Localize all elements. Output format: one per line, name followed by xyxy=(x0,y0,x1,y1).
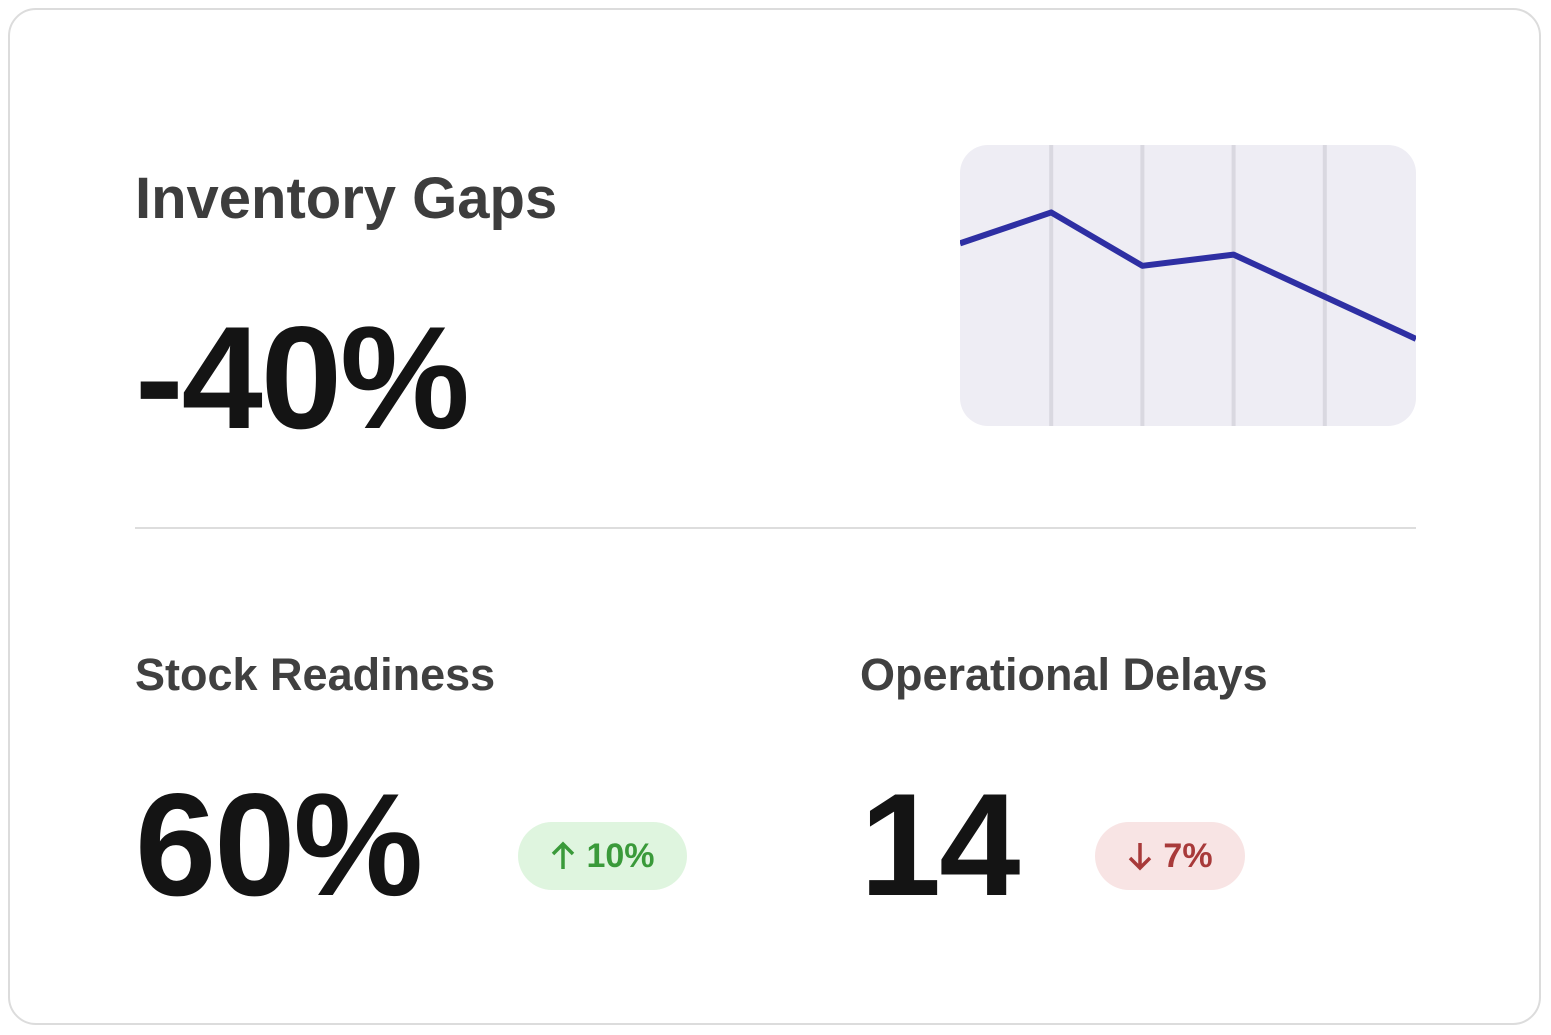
divider xyxy=(135,527,1416,529)
metric-value: 60% xyxy=(135,763,423,926)
sparkline-line xyxy=(960,209,1416,342)
metric-label: Operational Delays xyxy=(860,649,1268,700)
sparkline-bg xyxy=(960,145,1416,426)
sparkline xyxy=(960,145,1416,426)
main-value: -40% xyxy=(135,296,470,459)
change-badge: 10% xyxy=(518,822,687,890)
change-value: 7% xyxy=(1163,836,1213,875)
metric-label: Stock Readiness xyxy=(135,649,496,700)
change-value: 10% xyxy=(586,836,655,875)
arrow-up-icon xyxy=(552,841,575,869)
card-title: Inventory Gaps xyxy=(135,166,558,231)
change-badge: 7% xyxy=(1095,822,1245,890)
arrow-down-icon xyxy=(1129,843,1152,871)
metric-value: 14 xyxy=(860,763,1020,926)
